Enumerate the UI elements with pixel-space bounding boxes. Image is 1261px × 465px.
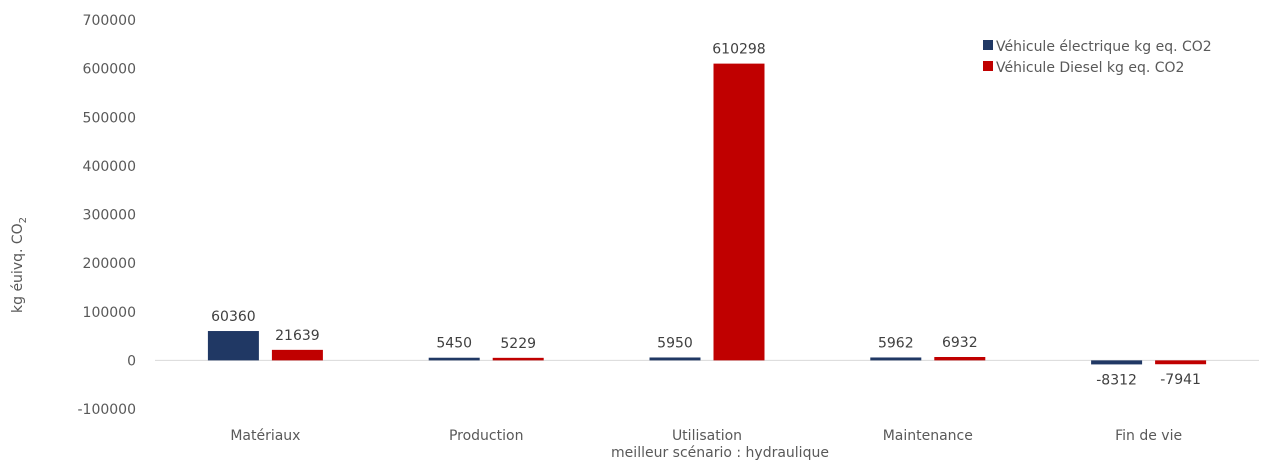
data-label: -7941 <box>1160 372 1201 388</box>
legend-swatch <box>983 61 993 71</box>
data-label: 5229 <box>500 336 536 352</box>
data-label: -8312 <box>1096 372 1137 388</box>
data-label: 5962 <box>878 335 914 351</box>
legend-swatch <box>983 40 993 50</box>
bar-diesel-0 <box>271 349 323 361</box>
bar-diesel-1 <box>492 357 544 361</box>
y-tick-label: 400000 <box>83 159 136 175</box>
y-tick-label: 0 <box>127 353 136 369</box>
bar-diesel-3 <box>934 357 986 361</box>
y-tick-label: 500000 <box>83 110 136 126</box>
y-axis-title-text: kg éuivq. CO <box>10 223 26 313</box>
y-axis-title: kg éuivq. CO2 <box>10 217 29 313</box>
bar-electric-0 <box>207 331 259 361</box>
data-labels: 60360 21639 5450 5229 5950 610298 5962 6932 -831… <box>211 42 1201 389</box>
legend-label: Véhicule Diesel kg eq. CO2 <box>996 60 1184 76</box>
y-axis-ticks: -100000 0 100000 200000 300000 400000 500000 60… <box>78 13 137 418</box>
x-axis-tick-labels: Matériaux Production Utilisation Maintenanc… <box>230 428 1182 444</box>
bar-diesel-2 <box>713 63 765 361</box>
x-tick-label: Maintenance <box>883 428 973 444</box>
data-label: 5450 <box>436 336 472 352</box>
legend-label: Véhicule électrique kg eq. CO2 <box>996 39 1212 55</box>
data-label: 21639 <box>275 328 320 344</box>
data-label: 60360 <box>211 309 256 325</box>
y-tick-label: 200000 <box>83 256 136 272</box>
y-tick-label: 700000 <box>83 13 136 29</box>
y-tick-label: -100000 <box>78 402 137 418</box>
data-label: 6932 <box>942 335 978 351</box>
legend: Véhicule électrique kg eq. CO2 Véhicule D… <box>983 39 1212 76</box>
y-tick-label: 300000 <box>83 208 136 224</box>
x-tick-label: Utilisation <box>672 428 742 444</box>
bar-diesel-4 <box>1155 360 1207 365</box>
bar-electric-2 <box>649 357 701 361</box>
bar-electric-4 <box>1091 360 1143 365</box>
x-tick-label: Matériaux <box>230 428 300 444</box>
y-axis-title-subscript: 2 <box>18 217 29 223</box>
bars <box>207 63 1207 365</box>
x-tick-label: Fin de vie <box>1115 428 1182 444</box>
y-tick-label: 100000 <box>83 305 136 321</box>
svg-text:kg éuivq. CO2: kg éuivq. CO2 <box>10 217 29 313</box>
bar-electric-3 <box>870 357 922 361</box>
x-tick-label: Production <box>449 428 523 444</box>
bar-electric-1 <box>428 357 480 361</box>
y-tick-label: 600000 <box>83 62 136 78</box>
x-axis-title: meilleur scénario : hydraulique <box>611 445 829 461</box>
data-label: 5950 <box>657 335 693 351</box>
data-label: 610298 <box>712 42 765 58</box>
